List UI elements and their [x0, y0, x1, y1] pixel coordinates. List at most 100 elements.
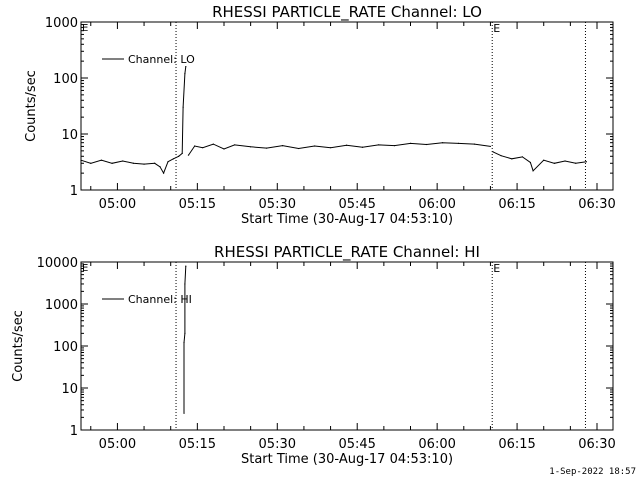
event-marker-label: E [493, 22, 500, 35]
y-tick-label: 10000 [37, 256, 78, 271]
data-point [492, 151, 494, 153]
data-point [500, 155, 502, 157]
chart-panel-1: RHESSI PARTICLE_RATE Channel: LO Start Ti… [24, 3, 616, 227]
data-point [181, 152, 183, 155]
data-point [441, 142, 444, 144]
series-line [80, 66, 187, 175]
plot-frame [80, 261, 614, 431]
x-tick-label: 05:15 [179, 197, 216, 212]
data-point [172, 158, 174, 160]
x-tick-label: 06:00 [418, 197, 455, 212]
data-point [184, 332, 186, 334]
chart-title: RHESSI PARTICLE_RATE Channel: LO [212, 3, 482, 22]
y-tick-label: 1 [70, 184, 78, 199]
series-line [492, 151, 587, 172]
x-tick-label: 06:30 [578, 437, 615, 452]
x-tick-label: 05:15 [179, 437, 216, 452]
data-point [182, 106, 184, 108]
data-point [223, 148, 225, 150]
series-line [183, 266, 187, 414]
data-point [194, 145, 196, 147]
data-point [234, 144, 236, 146]
footer-timestamp: 1-Sep-2022 18:57 [549, 467, 636, 477]
data-point [154, 162, 156, 164]
data-point [143, 163, 145, 165]
data-point [132, 162, 135, 164]
corner-mark: E [82, 23, 88, 34]
data-point [159, 166, 161, 168]
data-point [585, 161, 587, 163]
chart-panel-2: RHESSI PARTICLE_RATE Channel: HI Start Ti… [11, 243, 616, 467]
data-point [457, 142, 460, 144]
data-point [111, 162, 113, 164]
data-point [162, 172, 165, 174]
data-point [184, 72, 186, 75]
x-tick-label: 06:00 [418, 437, 455, 452]
data-point [409, 142, 412, 144]
x-tick-label: 05:45 [338, 437, 375, 452]
data-point [187, 154, 190, 156]
y-axis-label: Counts/sec [24, 70, 39, 142]
data-point [511, 158, 513, 160]
x-tick-label: 05:30 [259, 197, 296, 212]
event-marker-label: E [493, 262, 500, 275]
series-line [188, 142, 491, 156]
data-point [100, 159, 103, 161]
legend-label: Channel: LO [128, 53, 195, 66]
data-point [553, 162, 555, 164]
data-point [178, 155, 180, 157]
data-point [297, 147, 300, 150]
x-tick-label: 05:45 [338, 197, 375, 212]
x-tick-label: 06:15 [498, 437, 535, 452]
data-point [167, 161, 169, 163]
y-tick-label: 100 [53, 72, 78, 87]
data-point [90, 162, 92, 164]
chart-title: RHESSI PARTICLE_RATE Channel: HI [214, 243, 480, 262]
data-point [122, 160, 124, 162]
data-point [250, 146, 252, 148]
data-point [473, 143, 476, 145]
data-point [183, 342, 185, 344]
data-point [345, 144, 348, 146]
x-tick-label: 05:00 [99, 197, 136, 212]
data-point [185, 65, 187, 68]
data-point [575, 162, 577, 164]
x-tick-label: 06:15 [498, 197, 535, 212]
data-point [425, 143, 428, 146]
y-tick-label: 1 [70, 424, 78, 439]
data-point [377, 144, 380, 146]
data-point [183, 412, 185, 414]
x-tick-label: 05:00 [99, 437, 136, 452]
data-point [80, 159, 82, 161]
data-point [313, 145, 316, 147]
data-point [393, 145, 396, 147]
data-point [329, 147, 332, 149]
y-tick-label: 1000 [45, 298, 78, 313]
data-point [266, 147, 268, 149]
y-tick-label: 100 [53, 340, 78, 355]
y-tick-label: 1000 [45, 16, 78, 31]
data-point [185, 265, 187, 267]
x-tick-label: 06:30 [578, 197, 615, 212]
data-point [202, 147, 204, 149]
x-axis-label: Start Time (30-Aug-17 04:53:10) [241, 452, 453, 467]
x-tick-label: 05:30 [259, 437, 296, 452]
legend-label: Channel: HI [128, 293, 192, 306]
data-point [564, 160, 566, 162]
data-point [521, 156, 524, 158]
x-axis-label: Start Time (30-Aug-17 04:53:10) [241, 212, 453, 227]
data-point [529, 161, 532, 164]
data-point [543, 159, 545, 161]
data-point [212, 143, 214, 145]
y-tick-label: 10 [61, 382, 78, 397]
data-point [184, 283, 186, 285]
plot-frame [80, 21, 614, 191]
data-point [532, 170, 534, 172]
corner-mark: E [82, 263, 88, 274]
data-point [361, 146, 364, 148]
data-point [489, 145, 492, 148]
data-point [282, 145, 284, 147]
y-tick-label: 10 [61, 128, 78, 143]
